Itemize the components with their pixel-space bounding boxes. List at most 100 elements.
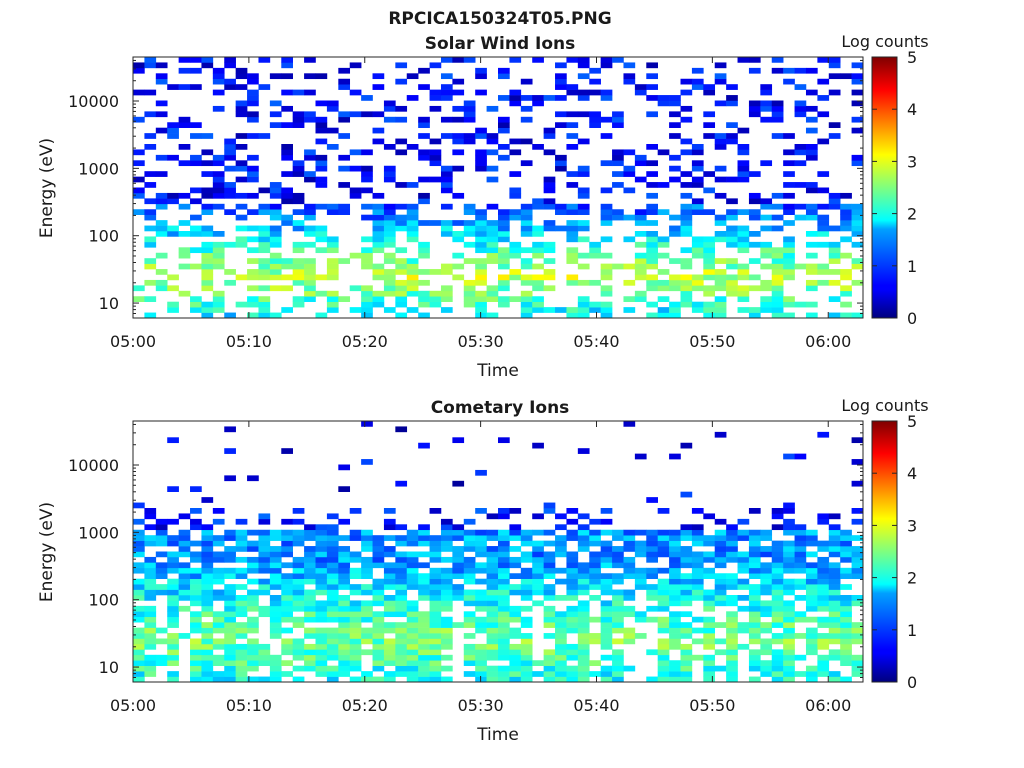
heatmap-cell	[726, 643, 738, 650]
heatmap-cell	[669, 671, 681, 677]
heatmap-cell	[190, 595, 202, 601]
heatmap-cell	[805, 616, 818, 623]
heatmap-cell	[851, 551, 864, 558]
heatmap-cell	[783, 247, 795, 254]
heatmap-cell	[817, 225, 830, 232]
heatmap-cell	[646, 535, 658, 541]
heatmap-cell	[555, 649, 567, 656]
heatmap-cell	[258, 241, 271, 248]
heatmap-cell	[281, 611, 293, 618]
heatmap-cell	[657, 643, 670, 650]
heatmap-cell	[555, 660, 567, 666]
heatmap-cell	[566, 556, 579, 563]
heatmap-cell	[805, 67, 818, 74]
heatmap-cell	[429, 546, 442, 552]
heatmap-cell	[703, 627, 716, 634]
heatmap-cell	[543, 187, 556, 194]
heatmap-cell	[760, 307, 773, 313]
heatmap-cell	[817, 214, 830, 221]
heatmap-cell	[155, 660, 168, 666]
heatmap-cell	[224, 529, 236, 536]
heatmap-cell	[555, 540, 567, 547]
heatmap-cell	[543, 589, 556, 596]
heatmap-cell	[418, 133, 430, 139]
heatmap-cell	[589, 111, 601, 118]
heatmap-cell	[566, 551, 579, 558]
heatmap-cell	[691, 78, 704, 85]
heatmap-cell	[269, 671, 282, 677]
heatmap-cell	[201, 589, 214, 596]
heatmap-cell	[520, 214, 533, 221]
heatmap-cell	[326, 649, 339, 656]
heatmap-cell	[372, 225, 385, 232]
heatmap-cell	[726, 551, 738, 558]
heatmap-cell	[201, 605, 214, 612]
heatmap-cell	[224, 649, 236, 656]
heatmap-cell	[212, 638, 225, 645]
heatmap-cell	[235, 605, 248, 612]
heatmap-cell	[269, 556, 282, 563]
heatmap-cell	[475, 589, 487, 596]
heatmap-cell	[646, 285, 658, 292]
heatmap-cell	[315, 567, 328, 574]
heatmap-cell	[691, 595, 704, 601]
heatmap-cell	[383, 573, 396, 579]
heatmap-cell	[748, 649, 761, 656]
heatmap-cell	[600, 95, 613, 101]
heatmap-cell	[475, 660, 487, 666]
heatmap-cell	[817, 57, 830, 63]
heatmap-cell	[167, 127, 179, 134]
heatmap-cell	[361, 546, 373, 552]
heatmap-cell	[292, 622, 305, 628]
heatmap-cell	[486, 665, 499, 672]
heatmap-cell	[383, 567, 396, 574]
heatmap-cell	[326, 203, 339, 210]
heatmap-cell	[440, 605, 453, 612]
heatmap-cell	[680, 643, 693, 650]
heatmap-cell	[304, 643, 316, 650]
heatmap-cell	[566, 518, 579, 525]
heatmap-cell	[269, 551, 282, 558]
heatmap-cell	[224, 556, 236, 563]
heatmap-cell	[258, 546, 271, 552]
heatmap-cell	[612, 182, 624, 188]
heatmap-cell	[269, 562, 282, 569]
heatmap-cell	[258, 513, 271, 520]
heatmap-cell	[657, 589, 670, 596]
heatmap-cell	[714, 600, 727, 607]
heatmap-cell	[714, 176, 727, 183]
heatmap-cell	[212, 556, 225, 563]
heatmap-cell	[269, 584, 282, 590]
heatmap-cell	[726, 258, 738, 264]
heatmap-cell	[555, 111, 567, 118]
heatmap-cell	[760, 600, 773, 607]
heatmap-cell	[783, 627, 795, 634]
heatmap-cell	[224, 279, 236, 286]
heatmap-cell	[383, 258, 396, 264]
heatmap-cell	[703, 252, 716, 259]
heatmap-cell	[475, 290, 487, 297]
heatmap-cell	[372, 643, 385, 650]
heatmap-cell	[794, 578, 807, 585]
heatmap-cell	[326, 301, 339, 308]
heatmap-cell	[657, 616, 670, 623]
heatmap-cell	[805, 638, 818, 645]
heatmap-cell	[509, 529, 522, 536]
heatmap-cell	[167, 633, 179, 639]
heatmap-cell	[429, 660, 442, 666]
heatmap-cell	[269, 573, 282, 579]
heatmap-cell	[247, 165, 259, 172]
heatmap-cell	[577, 562, 590, 569]
heatmap-cell	[509, 95, 522, 101]
heatmap-cell	[783, 622, 795, 628]
heatmap-cell	[418, 665, 430, 672]
heatmap-cell	[269, 312, 282, 319]
heatmap-cell	[555, 535, 567, 541]
heatmap-cell	[657, 100, 670, 107]
heatmap-cell	[315, 290, 328, 297]
heatmap-cell	[498, 285, 510, 292]
heatmap-cell	[326, 513, 339, 520]
heatmap-cell	[680, 660, 693, 666]
heatmap-cell	[760, 589, 773, 596]
heatmap-cell	[406, 671, 419, 677]
